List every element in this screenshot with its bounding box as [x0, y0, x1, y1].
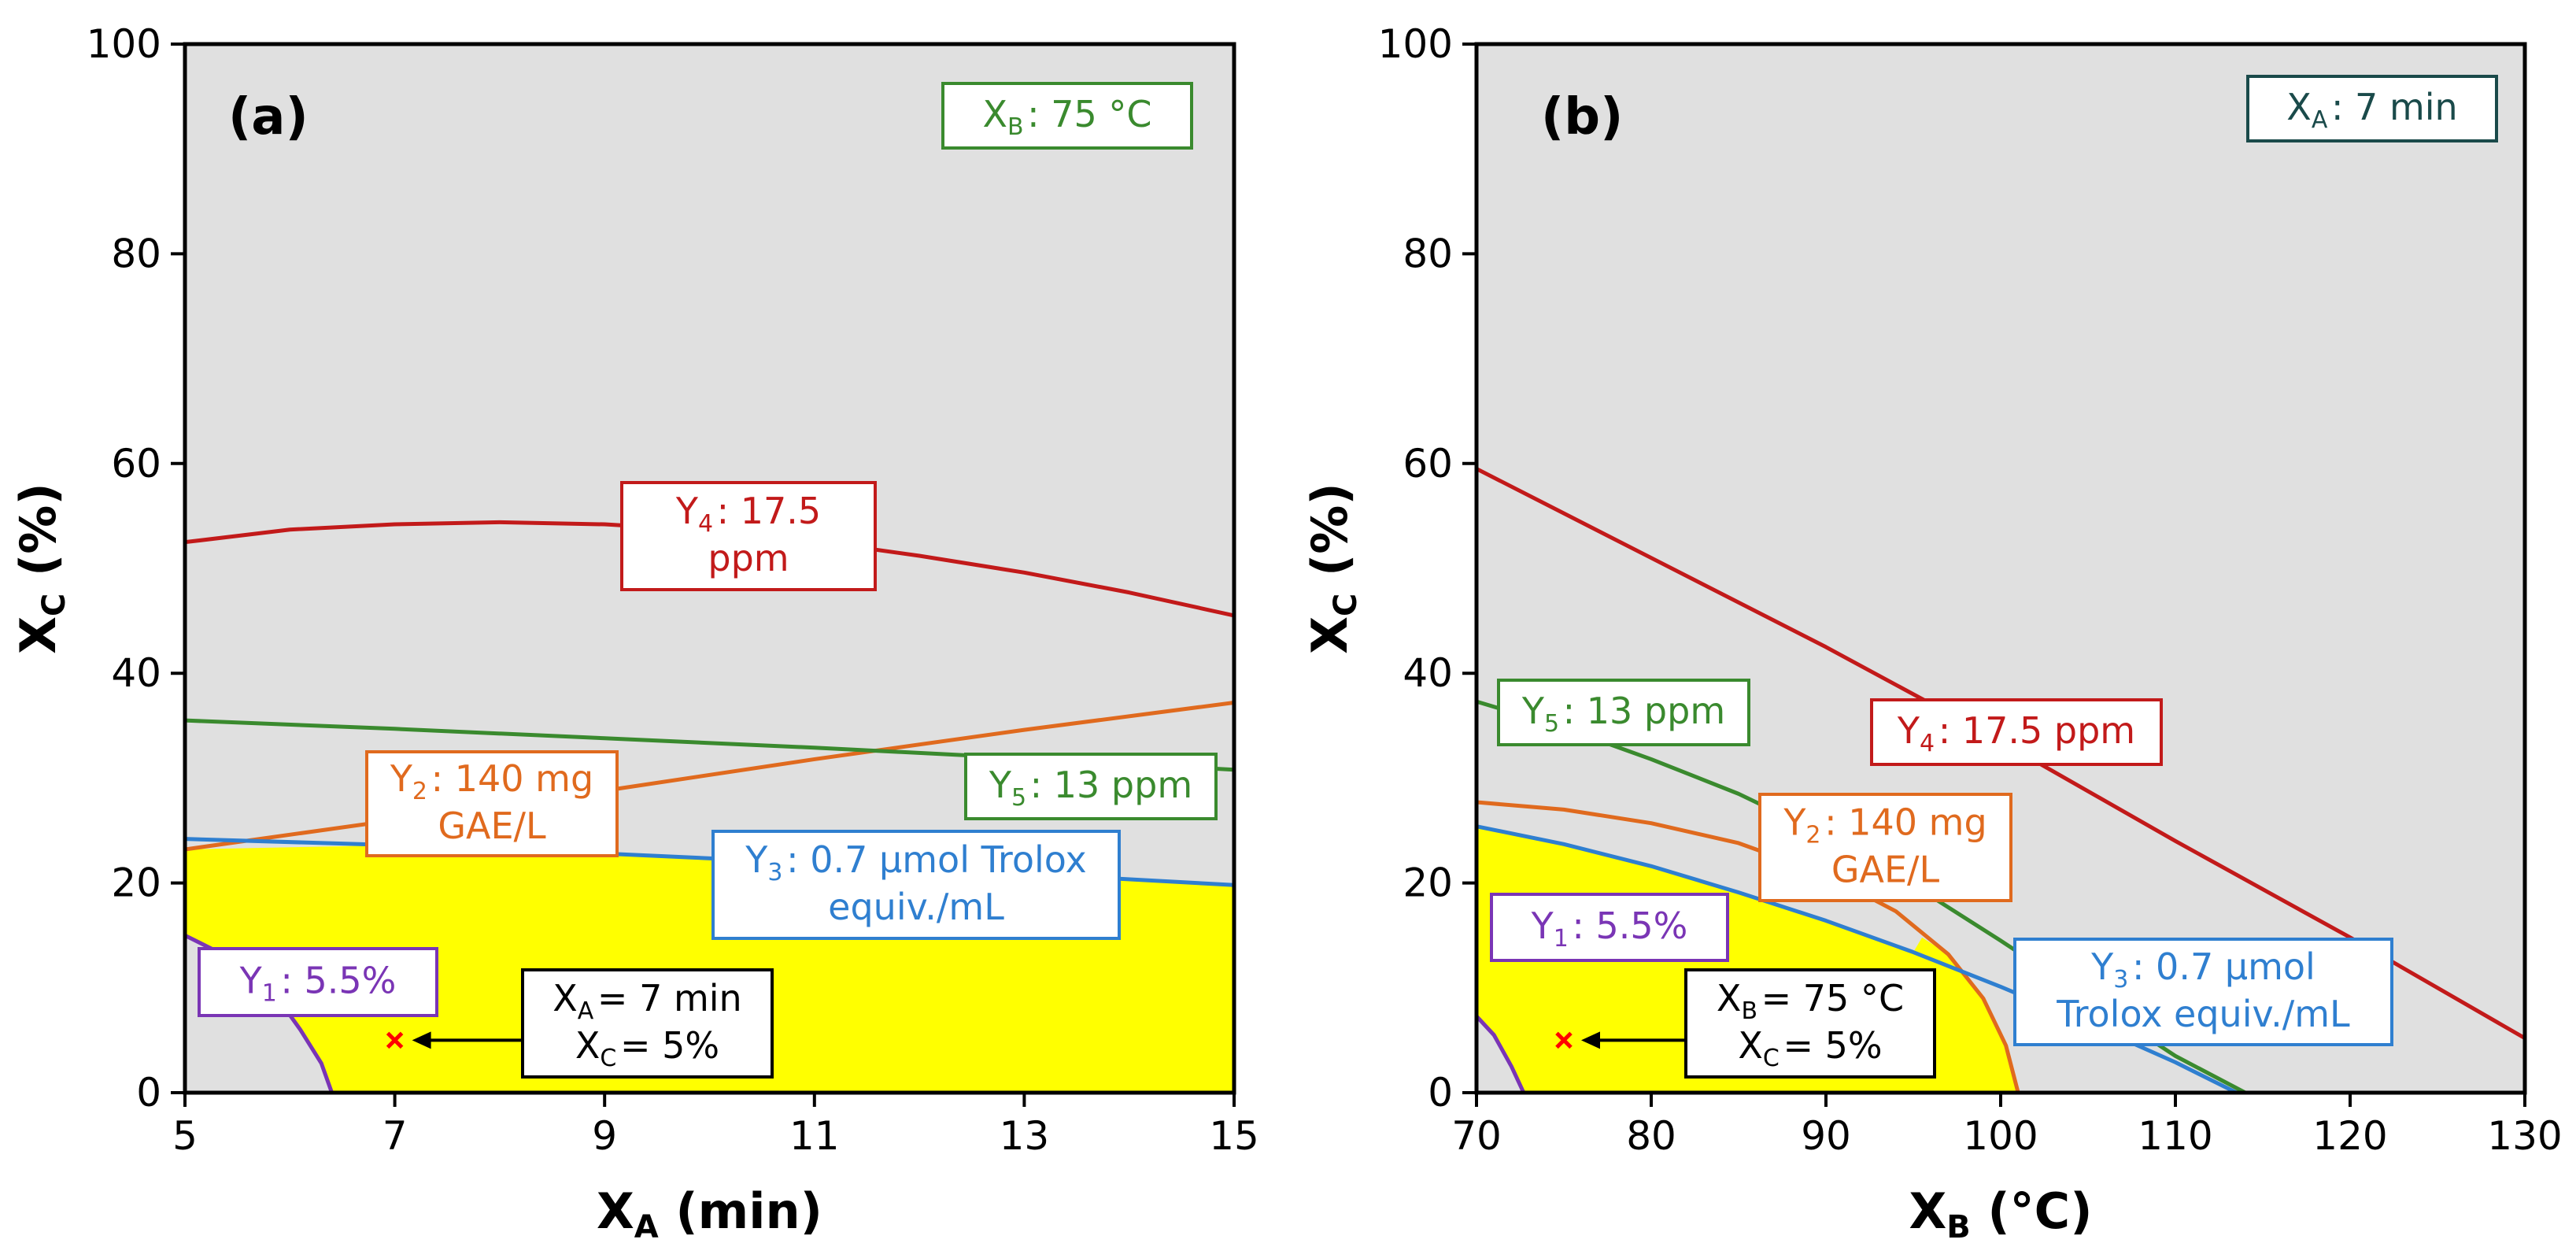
x-tick-label: 9: [592, 1113, 617, 1159]
series-label-y3-text: Y3 : 0.7 μmol: [2090, 945, 2315, 993]
series-label-y2-text: Y2 : 140 mg: [390, 757, 593, 805]
y-tick-label: 0: [136, 1070, 161, 1116]
series-label-y5-frame: [1497, 679, 1750, 746]
optimum-marker: [1555, 1031, 1573, 1049]
x-axis-title: XB (°C): [1909, 1182, 2092, 1245]
series-label-y5-text: Y5 : 13 ppm: [1521, 690, 1725, 738]
x-tick-label: 13: [1000, 1113, 1050, 1159]
y-tick-label: 20: [111, 860, 161, 906]
optimum-marker: [386, 1031, 404, 1049]
series-label-y5: Y5 : 13 ppm: [1497, 679, 1750, 746]
y-axis-title: XC (%): [1301, 483, 1364, 654]
series-label-y2-text: Y2 : 140 mg: [1783, 801, 1987, 849]
series-label-y5-frame: [964, 753, 1218, 820]
y-tick-label: 60: [111, 441, 161, 487]
series-label-y4-frame: [1870, 698, 2163, 766]
series-label-y1-text: Y1 : 5.5%: [239, 960, 397, 1008]
condition-label: XB : 75 °C: [941, 82, 1193, 150]
series-label-y4-text: Y4 : 17.5 ppm: [1897, 709, 2135, 757]
x-tick-label: 70: [1451, 1113, 1502, 1159]
series-label-y3-text: Y3 : 0.7 μmol Trolox: [745, 838, 1086, 886]
y-tick-label: 80: [1403, 231, 1453, 276]
series-label-y5-text: Y5 : 13 ppm: [989, 764, 1192, 812]
optimum-label: XB = 75 °CXC = 5%: [1684, 968, 1936, 1079]
series-label-y3-frame: [711, 830, 1121, 940]
series-label-y2-frame: [365, 750, 619, 857]
x-tick-label: 15: [1209, 1113, 1259, 1159]
series-label-y5: Y5 : 13 ppm: [964, 753, 1218, 820]
series-label-y4-text: ppm: [708, 537, 789, 579]
y-tick-label: 20: [1403, 860, 1453, 906]
y-tick-label: 100: [87, 21, 161, 67]
y-tick-label: 0: [1428, 1070, 1453, 1116]
chart-panel-a: 5 7 9 11 13 15 0 20 40 60 80 100 XA (min) XC (%) (a) Y1…: [9, 21, 1259, 1245]
series-label-y2-text: GAE/L: [1831, 849, 1940, 891]
condition-label-frame: [2246, 75, 2498, 142]
x-tick-label: 90: [1801, 1113, 1851, 1159]
series-label-y2-frame: [1758, 793, 2012, 902]
panel-label: (a): [228, 88, 309, 146]
optimum-arrow-head: [1581, 1031, 1600, 1049]
optimum-label-text: XC = 5%: [1738, 1024, 1882, 1072]
series-label-y1: Y1 : 5.5%: [1490, 893, 1729, 962]
series-label-y3-frame: [2013, 938, 2393, 1046]
contour-line-y2: [185, 701, 1234, 852]
series-label-y1-frame: [198, 947, 438, 1017]
series-label-y2-text: GAE/L: [438, 805, 546, 847]
x-tick-label: 110: [2138, 1113, 2212, 1159]
x-tick-label: 11: [789, 1113, 840, 1159]
contour-line-y1: [1476, 1015, 1526, 1093]
series-label-y1: Y1 : 5.5%: [198, 947, 438, 1017]
panel-label: (b): [1541, 88, 1623, 146]
series-label-y1-text: Y1 : 5.5%: [1531, 905, 1688, 953]
condition-label-text: XA : 7 min: [2286, 86, 2457, 134]
x-tick-label: 80: [1626, 1113, 1676, 1159]
x-tick-label: 100: [1963, 1113, 2038, 1159]
optimum-label-frame: [1684, 968, 1936, 1079]
condition-label: XA : 7 min: [2246, 75, 2498, 142]
optimum-label-text: XC = 5%: [575, 1024, 719, 1072]
optimum-arrow-head: [412, 1031, 431, 1049]
optimum-label-frame: [521, 968, 774, 1079]
optimum-label-text: XB = 75 °C: [1717, 977, 1904, 1025]
x-tick-label: 130: [2487, 1113, 2562, 1159]
x-tick-label: 120: [2312, 1113, 2387, 1159]
x-axis-title: XA (min): [597, 1182, 822, 1245]
series-label-y4-text: Y4 : 17.5: [675, 490, 821, 538]
chart-panel-b: 70 80 90 100 110 120 130 0 20 40 60 80 100 XB (°C) XC …: [1301, 21, 2563, 1245]
series-label-y4: Y4 : 17.5 ppm: [1870, 698, 2163, 766]
y-tick-label: 40: [111, 650, 161, 696]
series-label-y4-frame: [620, 481, 877, 591]
x-tick-label: 7: [383, 1113, 408, 1159]
series-label-y3-text: equiv./mL: [828, 886, 1004, 928]
series-label-y1-frame: [1490, 893, 1729, 962]
series-label-y3-text: Trolox equiv./mL: [2056, 993, 2350, 1035]
condition-label-text: XB : 75 °C: [982, 93, 1151, 141]
y-tick-label: 60: [1403, 441, 1453, 487]
x-tick-label: 5: [172, 1113, 198, 1159]
y-tick-label: 100: [1378, 21, 1453, 67]
plot-frame: [183, 42, 1236, 1095]
y-axis-title: XC (%): [9, 483, 72, 654]
optimum-label-text: XA = 7 min: [553, 977, 741, 1025]
condition-label-frame: [941, 82, 1193, 150]
y-tick-label: 40: [1403, 650, 1453, 696]
y-tick-label: 80: [111, 231, 161, 276]
